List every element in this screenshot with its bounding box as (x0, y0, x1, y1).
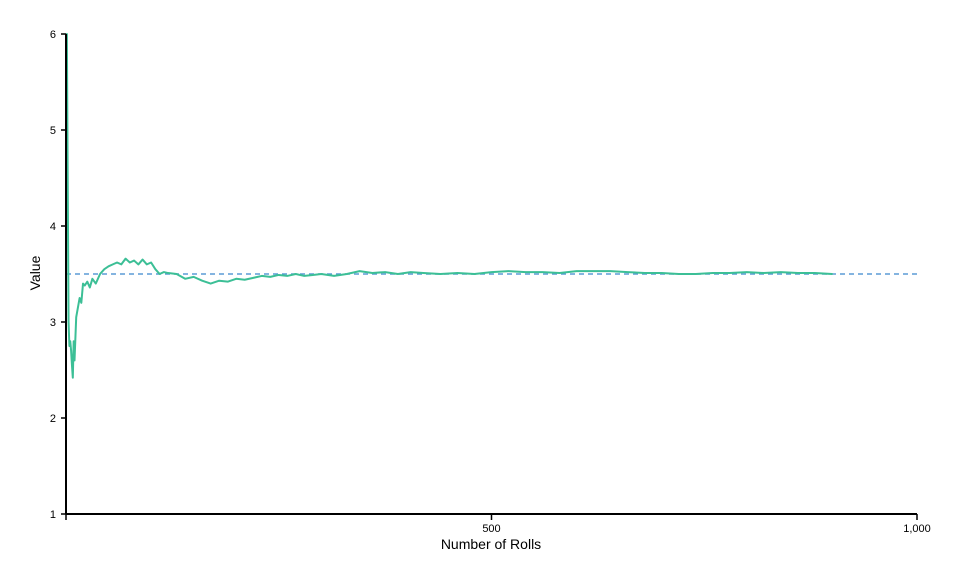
x-tick-label-1: 500 (482, 523, 500, 535)
y-tick-label-5: 6 (50, 29, 56, 41)
y-tick-label-4: 5 (50, 125, 56, 137)
y-tick-label-2: 3 (50, 317, 56, 329)
series-line-0 (65, 33, 833, 379)
plot-area (65, 33, 917, 379)
x-axis-title: Number of Rolls (441, 536, 541, 552)
y-tick-label-3: 4 (50, 221, 56, 233)
axes: 1 2 3 4 5 6 500 1,000 (50, 29, 931, 535)
x-tick-label-2: 1,000 (903, 523, 931, 535)
y-axis-title: Value (27, 255, 43, 290)
y-tick-label-0: 1 (50, 509, 56, 521)
y-tick-label-1: 2 (50, 413, 56, 425)
